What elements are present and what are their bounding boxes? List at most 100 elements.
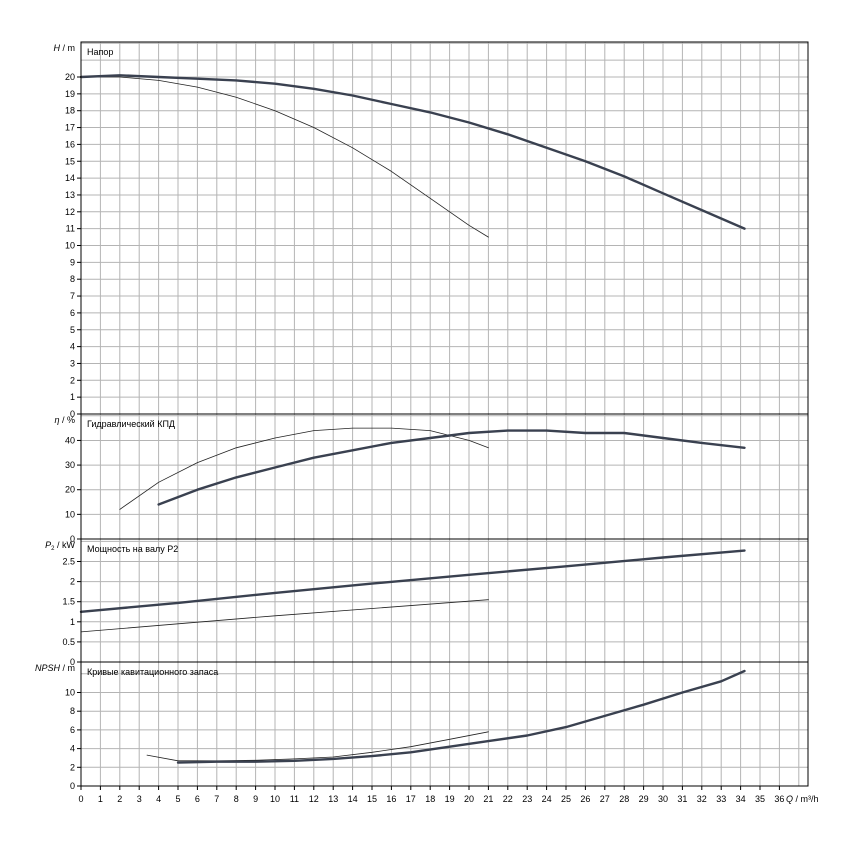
panel-title-power: Мощность на валу P2 <box>87 544 178 554</box>
y-axis-unit: kW <box>62 540 76 550</box>
y-axis-symbol: H <box>53 43 60 53</box>
y-tick-label: 4 <box>70 744 75 754</box>
x-tick-label: 29 <box>639 794 649 804</box>
y-tick-label: 20 <box>65 72 75 82</box>
y-axis-label-npsh: NPSH / m <box>35 663 75 673</box>
y-tick-label: 2 <box>70 375 75 385</box>
y-tick-label: 6 <box>70 725 75 735</box>
y-tick-label: 4 <box>70 342 75 352</box>
x-tick-label: 24 <box>542 794 552 804</box>
y-tick-label: 19 <box>65 89 75 99</box>
y-tick-label: 40 <box>65 435 75 445</box>
x-tick-label: 1 <box>98 794 103 804</box>
y-axis-slash: / <box>60 43 68 53</box>
curve-layer <box>79 74 746 764</box>
y-tick-label: 10 <box>65 241 75 251</box>
y-tick-label: 1 <box>70 392 75 402</box>
y-tick-label: 18 <box>65 106 75 116</box>
x-tick-label: 33 <box>716 794 726 804</box>
y-tick-label: 0 <box>70 409 75 419</box>
x-tick-label: 21 <box>483 794 493 804</box>
y-tick-label: 8 <box>70 706 75 716</box>
y-axis-unit: m <box>68 43 76 53</box>
y-tick-label: 3 <box>70 358 75 368</box>
panel-title-npsh: Кривые кавитационного запаса <box>87 667 218 677</box>
x-tick-label: 22 <box>503 794 513 804</box>
panel-title-head: Напор <box>87 47 113 57</box>
series-line-efficiency-thin <box>119 427 489 510</box>
x-tick-label: 7 <box>214 794 219 804</box>
x-tick-label: 20 <box>464 794 474 804</box>
y-tick-label: 1 <box>70 617 75 627</box>
y-tick-label: 12 <box>65 207 75 217</box>
x-tick-label: 34 <box>736 794 746 804</box>
x-tick-label: 25 <box>561 794 571 804</box>
y-tick-label: 7 <box>70 291 75 301</box>
series-line-npsh-thick <box>176 669 746 764</box>
x-tick-label: 19 <box>445 794 455 804</box>
x-tick-label: 11 <box>290 794 299 804</box>
y-axis-unit: m <box>68 663 76 673</box>
x-tick-label: 32 <box>697 794 707 804</box>
x-tick-label: 0 <box>78 794 83 804</box>
y-axis-symbol: NPSH <box>35 663 61 673</box>
y-tick-label: 8 <box>70 274 75 284</box>
x-tick-label: 18 <box>425 794 435 804</box>
y-tick-label: 10 <box>65 509 75 519</box>
series-line-head-thick <box>79 74 746 230</box>
y-tick-label: 20 <box>65 485 75 495</box>
y-tick-label: 1.5 <box>62 597 75 607</box>
y-axis-symbol: P <box>45 540 51 550</box>
x-tick-label: 8 <box>234 794 239 804</box>
y-axis-label-efficiency: η / % <box>54 415 75 425</box>
panel-title-efficiency: Гидравлический КПД <box>87 419 175 429</box>
y-tick-label: 30 <box>65 460 75 470</box>
x-tick-label: 28 <box>619 794 629 804</box>
x-tick-label: 2 <box>117 794 122 804</box>
y-axis-label-head: H / m <box>53 43 75 53</box>
x-tick-label: 36 <box>774 794 784 804</box>
y-tick-label: 11 <box>66 224 75 234</box>
x-axis-slash: / <box>793 794 801 804</box>
x-tick-label: 30 <box>658 794 668 804</box>
x-tick-label: 13 <box>328 794 338 804</box>
x-tick-label: 26 <box>580 794 590 804</box>
y-tick-label: 5 <box>70 325 75 335</box>
series-line-npsh-thin <box>146 731 489 762</box>
y-tick-label: 10 <box>65 688 75 698</box>
y-tick-label: 13 <box>65 190 75 200</box>
x-tick-label: 16 <box>386 794 396 804</box>
x-tick-label: 12 <box>309 794 319 804</box>
x-tick-label: 17 <box>406 794 416 804</box>
y-tick-label: 2 <box>70 577 75 587</box>
y-axis-symbol: η <box>54 415 59 425</box>
plot-frame <box>80 41 809 787</box>
y-tick-label: 15 <box>65 156 75 166</box>
x-tick-label: 15 <box>367 794 377 804</box>
y-tick-label: 0 <box>70 657 75 667</box>
x-tick-label: 14 <box>348 794 358 804</box>
y-tick-label: 0 <box>70 534 75 544</box>
x-axis-label: Q / m³/h <box>786 794 819 804</box>
x-tick-label: 27 <box>600 794 610 804</box>
series-line-power-thick <box>79 549 746 613</box>
x-tick-label: 9 <box>253 794 258 804</box>
y-axis-label-power: P2 / kW <box>45 540 75 552</box>
x-tick-label: 31 <box>677 794 687 804</box>
x-tick-label: 35 <box>755 794 765 804</box>
y-axis-slash: / <box>60 663 68 673</box>
y-tick-label: 16 <box>65 139 75 149</box>
y-tick-label: 17 <box>65 123 75 133</box>
y-axis-subscript: 2 <box>51 546 55 552</box>
x-axis-unit: m³/h <box>801 794 819 804</box>
y-axis-unit: % <box>67 415 75 425</box>
x-tick-label: 23 <box>522 794 532 804</box>
y-tick-label: 14 <box>65 173 75 183</box>
x-tick-label: 4 <box>156 794 161 804</box>
frame-layer <box>77 41 809 790</box>
x-tick-label: 6 <box>195 794 200 804</box>
y-tick-label: 0 <box>70 781 75 791</box>
x-tick-label: 5 <box>175 794 180 804</box>
